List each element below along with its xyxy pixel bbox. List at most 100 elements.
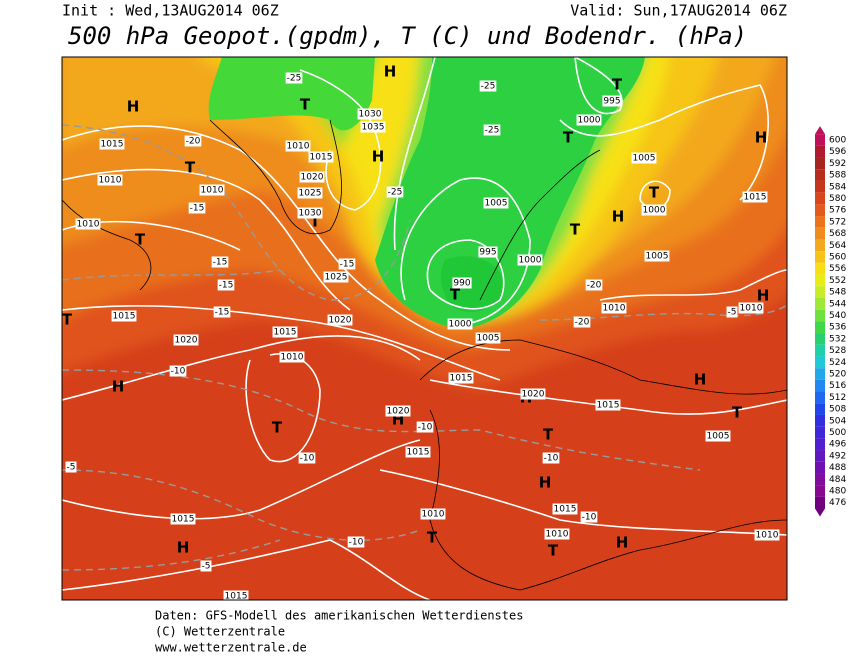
map-title: 500 hPa Geopot.(gpdm), T (C) und Bodendr… xyxy=(68,22,747,50)
isobar-label-group: 1010 xyxy=(420,508,446,520)
isobar-label: 1030 xyxy=(299,209,322,219)
isobar-label: 1015 xyxy=(407,448,430,458)
isobar-label-box xyxy=(385,405,411,417)
isobar-label-box xyxy=(111,310,137,322)
isobar-label: 1025 xyxy=(325,273,348,283)
isobar-label: 1005 xyxy=(485,199,508,209)
isobar-label-group: 995 xyxy=(478,246,498,258)
isobar-label: 1005 xyxy=(633,154,656,164)
temperature-label-box xyxy=(726,306,738,318)
temperature-label: -25 xyxy=(388,188,403,198)
isobar-label: 1020 xyxy=(175,336,198,346)
colorbar-swatch xyxy=(815,286,825,298)
pressure-center: T xyxy=(300,96,311,114)
isobar-label-box xyxy=(452,277,472,289)
temperature-label-box xyxy=(200,560,212,572)
isobar-label-group: 995 xyxy=(602,95,622,107)
colorbar-label: 560 xyxy=(829,253,846,263)
pressure-center: T xyxy=(570,221,581,239)
colorbar-swatch xyxy=(815,262,825,275)
isobar-label: 1005 xyxy=(646,252,669,262)
isobar-label-group: 1020 xyxy=(299,171,325,183)
temperature-label-box xyxy=(338,258,356,270)
temperature-label-box xyxy=(386,186,404,198)
temperature-label: -25 xyxy=(485,126,500,136)
temperature-label-group: -10 xyxy=(298,452,316,464)
isobar-label-group: 1010 xyxy=(199,184,225,196)
colorbar-label: 552 xyxy=(829,276,846,286)
isobar-label: 995 xyxy=(479,248,496,258)
isobar-label-box xyxy=(99,138,125,150)
temperature-label-group: -10 xyxy=(580,511,598,523)
isobar-label-box xyxy=(483,197,509,209)
temperature-label: -15 xyxy=(213,258,228,268)
colorbar-label: 540 xyxy=(829,311,846,321)
temperature-label: -10 xyxy=(300,454,315,464)
isobar-label: 1000 xyxy=(578,116,601,126)
colorbar-swatch xyxy=(815,403,825,415)
temperature-label-box xyxy=(542,452,560,464)
isobar-label: 1015 xyxy=(597,401,620,411)
temperature-label-group: -25 xyxy=(285,72,303,84)
footer-url: www.wetterzentrale.de xyxy=(155,641,307,655)
pressure-center: T xyxy=(310,213,321,231)
colorbar-label: 476 xyxy=(829,498,846,508)
isobar-label-box xyxy=(517,254,543,266)
isotherms xyxy=(62,124,787,571)
temperature-label-box xyxy=(65,461,77,473)
map-frame xyxy=(61,56,788,601)
colorbar-swatch xyxy=(815,145,825,158)
colorbar-label: 528 xyxy=(829,346,846,356)
isobar-label: 1010 xyxy=(287,142,310,152)
isobar-label: 1010 xyxy=(546,530,569,540)
temperature-label: -5 xyxy=(202,562,211,572)
isobar-label-box xyxy=(754,529,780,541)
colorbar-swatch xyxy=(815,169,825,181)
colorbar-swatch xyxy=(815,204,825,217)
pressure-center: T xyxy=(612,76,623,94)
isobar-label-box xyxy=(199,184,225,196)
isobar-label-box xyxy=(520,388,546,400)
pressure-center: T xyxy=(548,542,559,560)
pressure-center: H xyxy=(177,539,190,557)
colorbar-swatch xyxy=(815,239,825,252)
pressure-center: H xyxy=(539,474,552,492)
colorbar-label: 564 xyxy=(829,241,846,251)
colorbar-label: 492 xyxy=(829,451,846,461)
isobar-label-group: 1000 xyxy=(447,318,473,330)
colorbar-swatch xyxy=(815,496,825,509)
temperature-label-box xyxy=(211,256,229,268)
temperature-label: -5 xyxy=(67,463,76,473)
isobar-label-group: 1015 xyxy=(272,326,298,338)
colorbar-label: 508 xyxy=(829,405,846,415)
isobar-label: 1005 xyxy=(477,334,500,344)
pressure-center: H xyxy=(384,63,397,81)
temperature-label-group: -15 xyxy=(211,256,229,268)
isobar-label: 1000 xyxy=(519,256,542,266)
isobar-label-group: 1030 xyxy=(297,207,323,219)
map-labels: HTTTHTHHTHTHTTTHTHHHTTHTTHTH101510101010… xyxy=(62,63,780,600)
colorbar-swatch xyxy=(815,344,825,357)
isobar-label-group: 1005 xyxy=(705,430,731,442)
isobar-label-group: 1015 xyxy=(111,310,137,322)
isobar-label-group: 1010 xyxy=(544,528,570,540)
isobar-label-group: 1000 xyxy=(517,254,543,266)
colorbar-swatch xyxy=(815,333,825,345)
colorbar-swatch xyxy=(815,321,825,334)
isobar-label-box xyxy=(602,95,622,107)
isobar-label-group: 1015 xyxy=(595,399,621,411)
pressure-center: T xyxy=(62,311,73,329)
isobar-label-group: 1020 xyxy=(385,405,411,417)
isobar-label-group: 1010 xyxy=(75,218,101,230)
isobar-label: 1020 xyxy=(522,390,545,400)
colorbar-label: 580 xyxy=(829,194,846,204)
isobar-label: 1015 xyxy=(554,505,577,515)
temperature-label-group: -10 xyxy=(347,536,365,548)
isobar-label-box xyxy=(448,372,474,384)
isobar-label-group: 1010 xyxy=(754,529,780,541)
isobar-label: 1020 xyxy=(387,407,410,417)
isobar-label-group: 1015 xyxy=(448,372,474,384)
isobar-label-group: 1025 xyxy=(297,187,323,199)
isobar-label-box xyxy=(285,140,311,152)
colorbar-label: 500 xyxy=(829,428,846,438)
